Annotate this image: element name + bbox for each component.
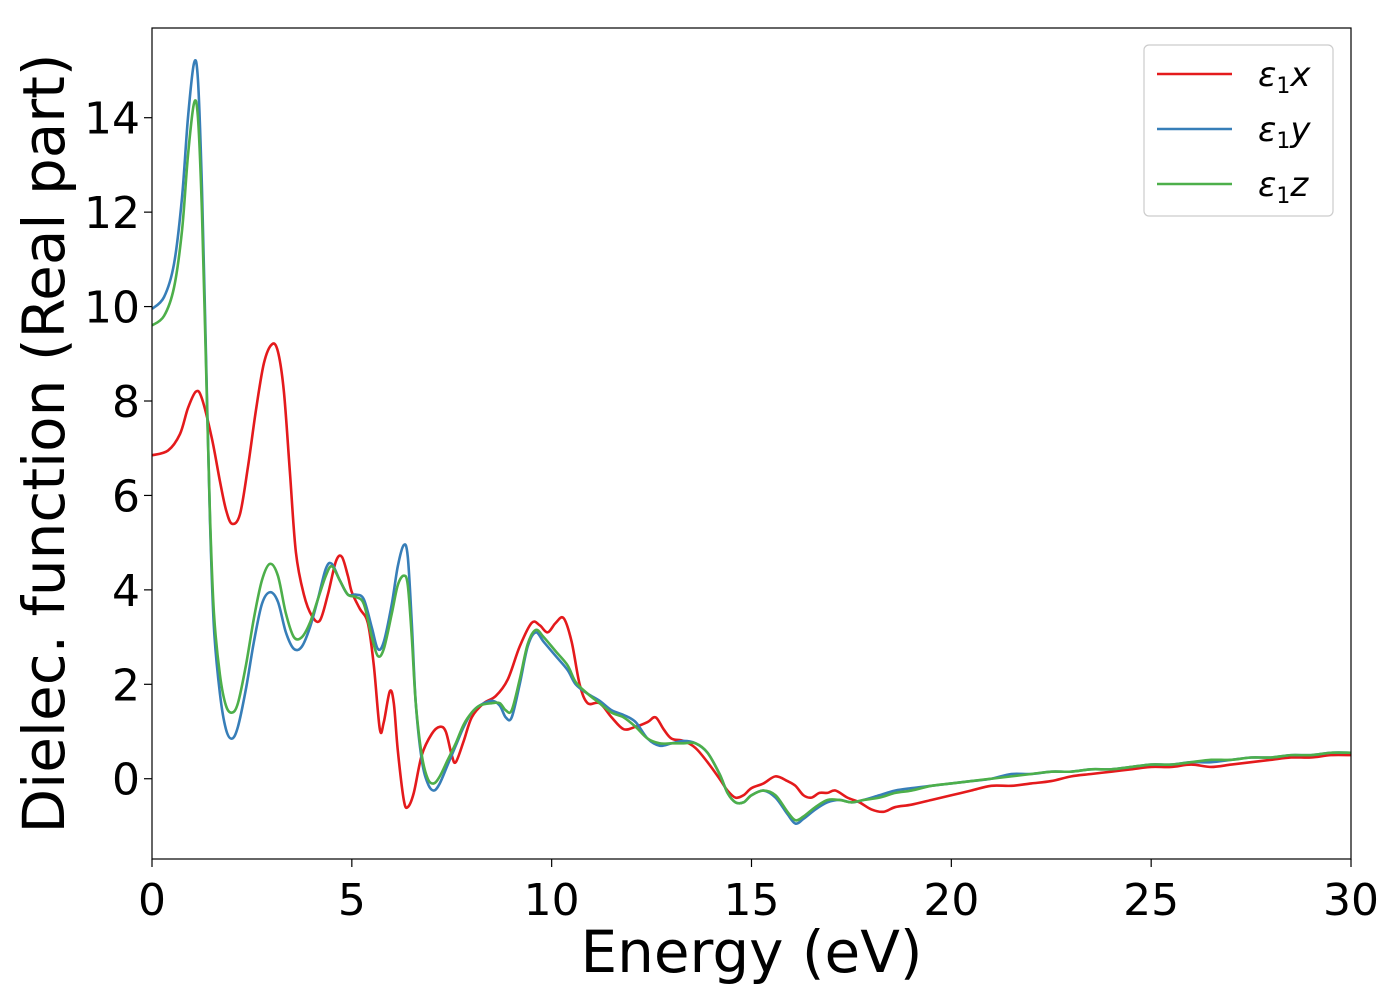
legend-label: ε1x bbox=[1258, 55, 1311, 99]
series-line-1 bbox=[152, 342, 1351, 814]
x-axis-label: Energy (eV) bbox=[580, 918, 922, 986]
y-tick-label: 10 bbox=[84, 283, 140, 334]
x-tick-label: 30 bbox=[1323, 875, 1379, 926]
x-tick-label: 25 bbox=[1123, 875, 1179, 926]
legend-label: ε1z bbox=[1258, 165, 1309, 209]
x-tick-label: 10 bbox=[524, 875, 580, 926]
y-tick-label: 6 bbox=[112, 471, 140, 522]
x-axis: 0 5 10 15 20 25 30 bbox=[138, 859, 1379, 926]
y-tick-label: 4 bbox=[112, 566, 140, 617]
legend-label: ε1y bbox=[1258, 110, 1311, 154]
y-axis-label: Dielec. function (Real part) bbox=[10, 53, 78, 833]
legend-box bbox=[1143, 44, 1334, 217]
x-tick-label: 15 bbox=[724, 875, 780, 926]
y-tick-label: 2 bbox=[112, 660, 140, 711]
legend: ε1x ε1y ε1z bbox=[1143, 44, 1334, 217]
series-layer bbox=[152, 59, 1351, 826]
x-tick-label: 20 bbox=[923, 875, 979, 926]
y-tick-label: 14 bbox=[84, 94, 140, 145]
x-tick-label: 5 bbox=[338, 875, 366, 926]
y-tick-label: 8 bbox=[112, 377, 140, 428]
x-tick-label: 0 bbox=[138, 875, 166, 926]
y-axis: 0 2 4 6 8 10 12 14 bbox=[84, 94, 152, 806]
y-tick-label: 0 bbox=[112, 755, 140, 806]
y-tick-label: 12 bbox=[84, 188, 140, 239]
series-line-3 bbox=[152, 99, 1351, 822]
